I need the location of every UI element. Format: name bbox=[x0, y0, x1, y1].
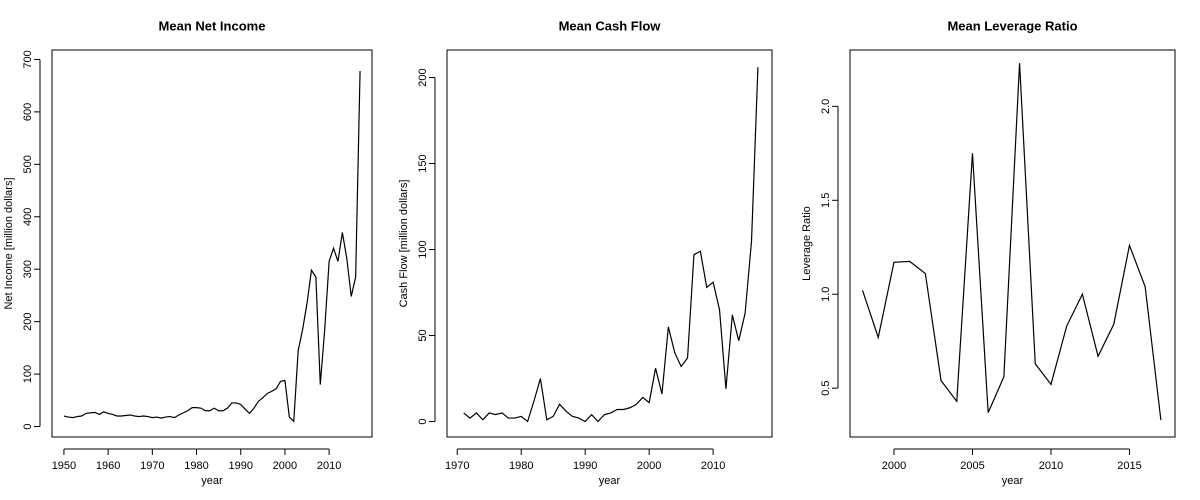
y-tick-label: 100 bbox=[22, 365, 34, 383]
x-axis-label: year bbox=[201, 475, 223, 487]
x-tick-label: 1970 bbox=[140, 460, 164, 472]
y-tick-label: 700 bbox=[22, 50, 34, 68]
y-tick-label: 500 bbox=[22, 155, 34, 173]
y-tick-label: 1.5 bbox=[820, 193, 832, 208]
data-line bbox=[463, 67, 759, 423]
y-tick-label: 300 bbox=[22, 260, 34, 278]
y-axis-label: Cash Flow [million dollars] bbox=[398, 180, 410, 308]
x-tick-label: 2010 bbox=[701, 460, 725, 472]
y-tick-label: 1.0 bbox=[820, 287, 832, 302]
chart-title: Mean Leverage Ratio bbox=[947, 18, 1077, 33]
y-tick-label: 50 bbox=[417, 329, 429, 341]
y-axis-label: Net Income [million dollars] bbox=[3, 177, 15, 309]
x-tick-label: 2000 bbox=[637, 460, 661, 472]
x-tick-label: 2015 bbox=[1117, 460, 1141, 472]
x-tick-label: 2000 bbox=[882, 460, 906, 472]
y-axis-label: Leverage Ratio bbox=[801, 206, 813, 281]
x-tick-label: 1980 bbox=[509, 460, 533, 472]
y-tick-label: 0 bbox=[417, 418, 429, 424]
x-tick-label: 2005 bbox=[960, 460, 984, 472]
x-tick-label: 2000 bbox=[273, 460, 297, 472]
x-tick-label: 2010 bbox=[1039, 460, 1063, 472]
x-tick-label: 1990 bbox=[573, 460, 597, 472]
plot-frame bbox=[446, 49, 773, 438]
chart-title: Mean Net Income bbox=[159, 18, 266, 33]
y-tick-label: 200 bbox=[22, 312, 34, 330]
x-axis-label: year bbox=[599, 475, 621, 487]
x-tick-label: 1970 bbox=[445, 460, 469, 472]
plot-frame bbox=[849, 49, 1176, 438]
plot-frame bbox=[51, 49, 373, 438]
y-tick-label: 400 bbox=[22, 208, 34, 226]
y-tick-label: 100 bbox=[417, 240, 429, 258]
x-tick-label: 1960 bbox=[96, 460, 120, 472]
y-tick-label: 0.5 bbox=[820, 381, 832, 396]
data-line bbox=[861, 63, 1162, 421]
y-tick-label: 600 bbox=[22, 103, 34, 121]
x-tick-label: 1980 bbox=[184, 460, 208, 472]
x-tick-label: 2010 bbox=[317, 460, 341, 472]
x-tick-label: 1990 bbox=[228, 460, 252, 472]
chart-title: Mean Cash Flow bbox=[559, 18, 662, 33]
y-tick-label: 200 bbox=[417, 68, 429, 86]
y-tick-label: 2.0 bbox=[820, 99, 832, 114]
y-tick-label: 150 bbox=[417, 154, 429, 172]
data-line bbox=[63, 70, 361, 423]
y-tick-label: 0 bbox=[22, 423, 34, 429]
x-tick-label: 1950 bbox=[52, 460, 76, 472]
x-axis-label: year bbox=[1002, 475, 1024, 487]
